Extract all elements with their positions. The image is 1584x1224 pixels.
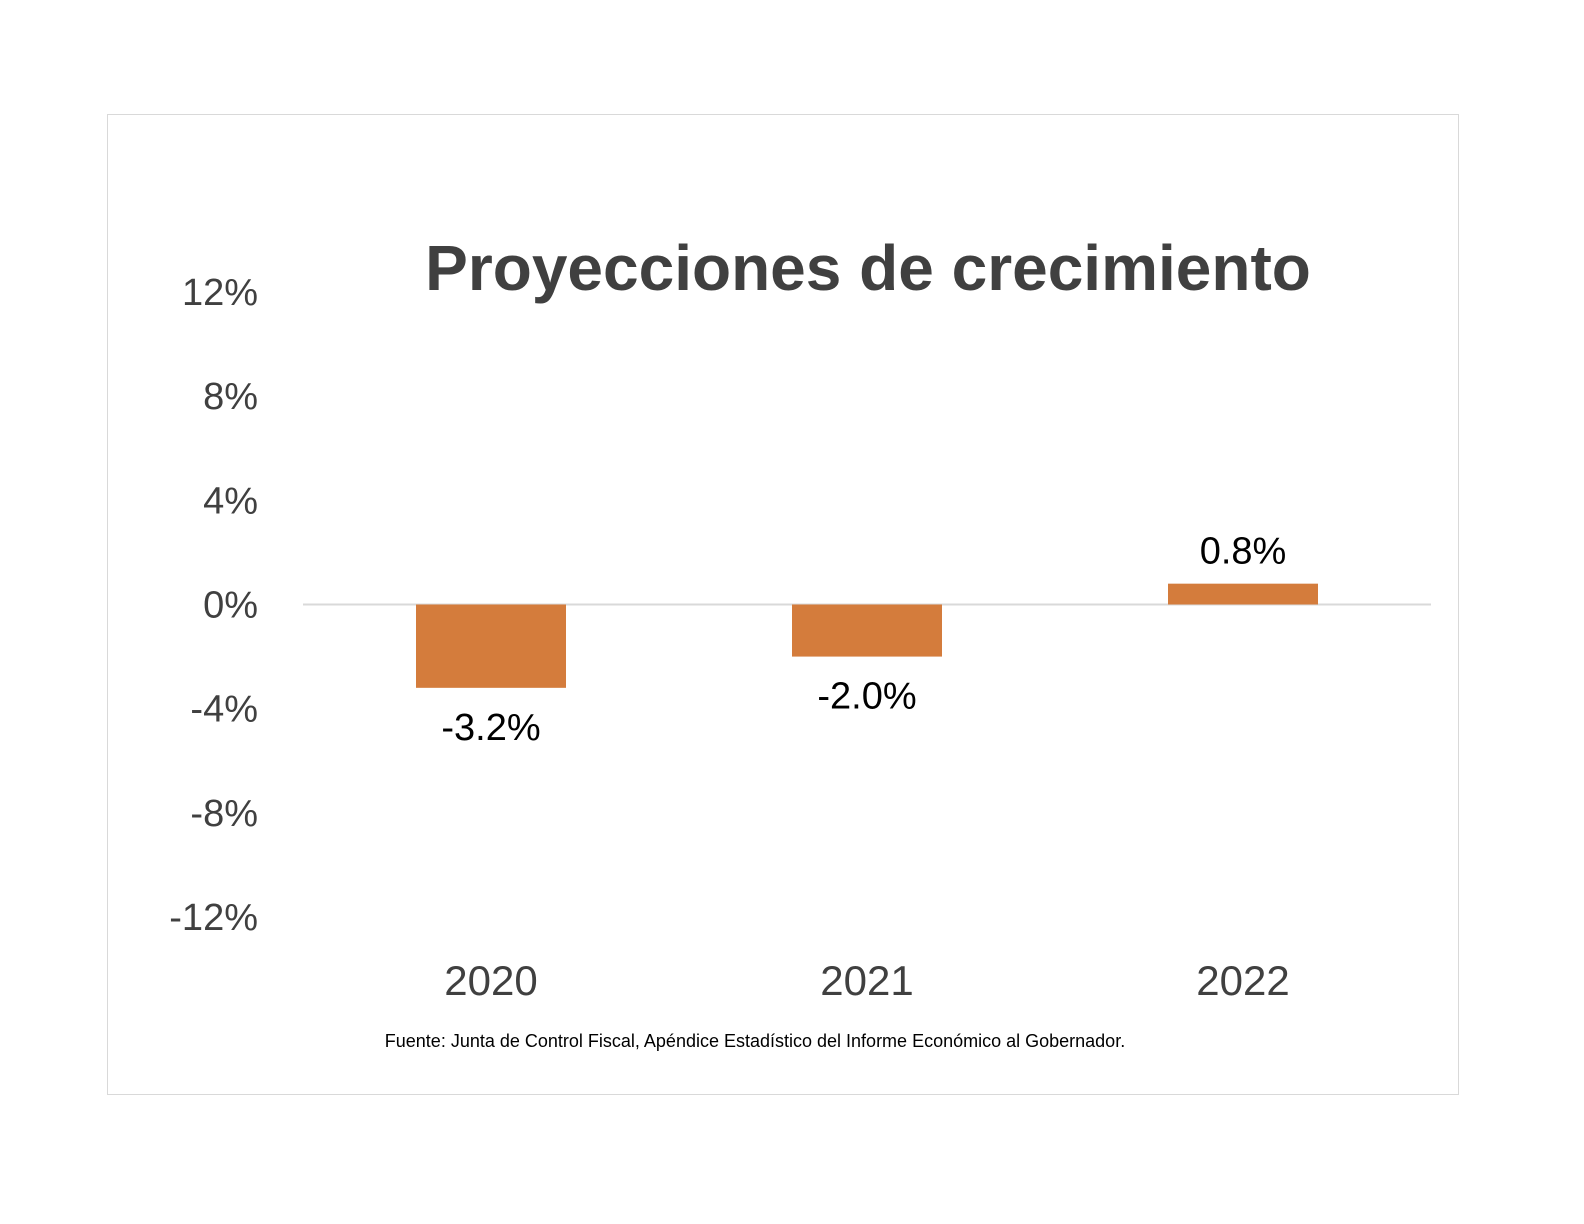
data-label-2020: -3.2% (441, 707, 540, 749)
y-tick-label: 12% (182, 272, 258, 314)
bars (416, 583, 1318, 688)
y-tick-label: 0% (203, 585, 258, 627)
y-tick-label: -4% (190, 689, 258, 731)
y-tick-label: -12% (169, 897, 258, 939)
x-axis: 2020 2021 2022 (444, 957, 1289, 1004)
x-tick-label: 2021 (820, 957, 913, 1004)
x-tick-label: 2020 (444, 957, 537, 1004)
bar-2020 (416, 604, 566, 688)
bar-2022 (1168, 583, 1318, 605)
data-label-2022: 0.8% (1200, 531, 1287, 573)
x-tick-label: 2022 (1196, 957, 1289, 1004)
y-axis: 12% 8% 4% 0% -4% -8% -12% (169, 272, 258, 939)
y-tick-label: 4% (203, 480, 258, 522)
chart-title: Proyecciones de crecimiento (425, 232, 1311, 304)
data-label-2021: -2.0% (817, 676, 916, 718)
bar-2021 (792, 604, 942, 657)
data-labels: -3.2% -2.0% 0.8% (441, 531, 1286, 749)
y-tick-label: -8% (190, 793, 258, 835)
source-note: Fuente: Junta de Control Fiscal, Apéndic… (385, 1031, 1125, 1051)
y-tick-label: 8% (203, 376, 258, 418)
